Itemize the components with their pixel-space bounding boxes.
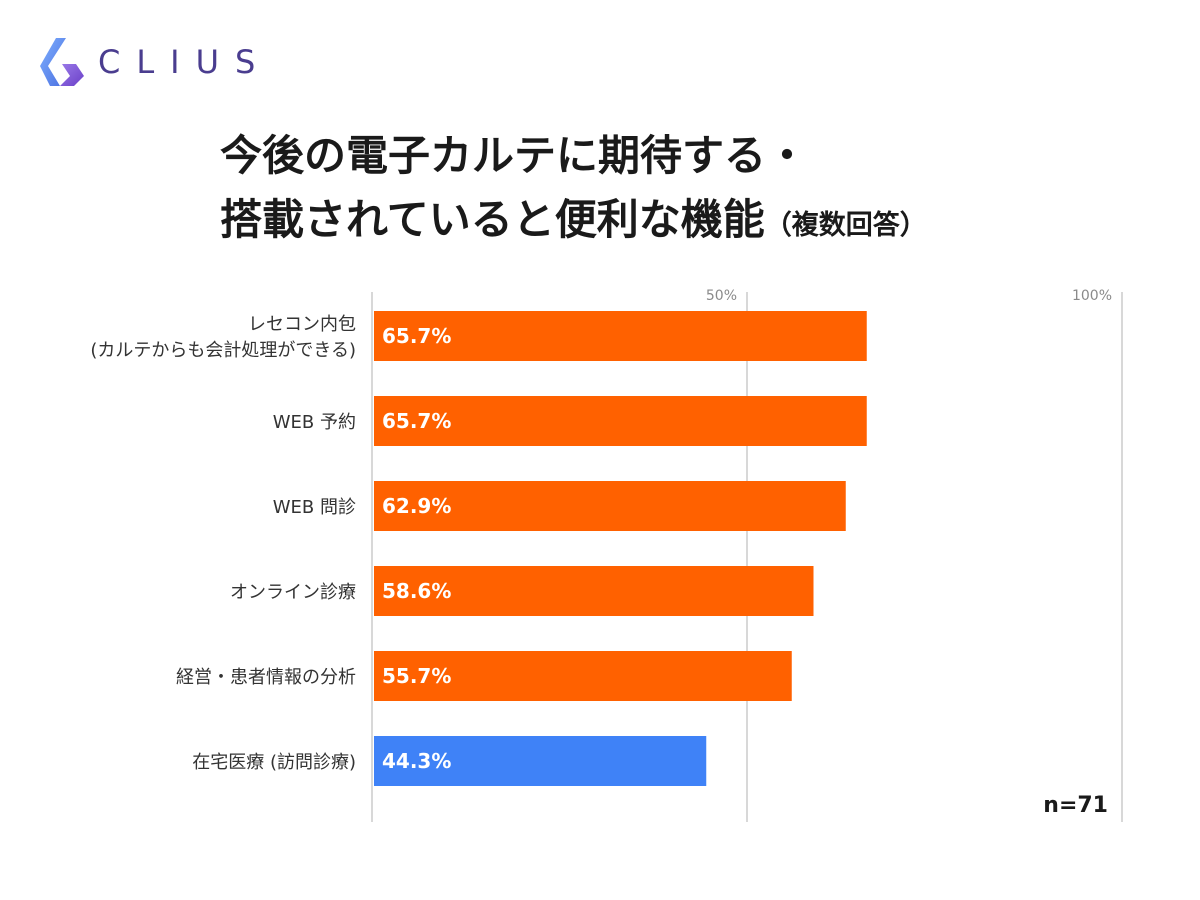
category-label: WEB 予約 xyxy=(273,412,356,433)
chart-title: 今後の電子カルテに期待する・ 搭載されていると便利な機能（複数回答） xyxy=(220,124,1120,258)
clius-logo: CLIUS xyxy=(40,36,271,88)
data-label: 65.7% xyxy=(382,409,451,433)
data-label: 65.7% xyxy=(382,324,451,348)
category-label: WEB 問診 xyxy=(273,497,356,518)
data-label: 44.3% xyxy=(382,749,451,773)
bar xyxy=(374,651,792,701)
category-label: 経営・患者情報の分析 xyxy=(176,667,356,688)
category-label: オンライン診療 xyxy=(230,582,356,603)
bar xyxy=(374,481,846,531)
data-label: 58.6% xyxy=(382,579,451,603)
bar xyxy=(374,396,867,446)
title-note: （複数回答） xyxy=(764,210,927,241)
title-line-2-text: 搭載されていると便利な機能 xyxy=(220,195,765,244)
category-label: レセコン内包 xyxy=(248,314,356,335)
clius-logo-icon xyxy=(40,38,84,86)
category-label: (カルテからも会計処理ができる) xyxy=(90,340,356,361)
title-line-2: 搭載されていると便利な機能（複数回答） xyxy=(220,188,1120,258)
sample-size: n=71 xyxy=(1043,793,1108,818)
bar xyxy=(374,566,814,616)
brand-name: CLIUS xyxy=(98,43,272,81)
tick-label: 100% xyxy=(1072,288,1112,304)
category-label: 在宅医療 (訪問診療) xyxy=(192,752,356,773)
bar xyxy=(374,736,707,786)
data-label: 55.7% xyxy=(382,664,451,688)
title-line-1: 今後の電子カルテに期待する・ xyxy=(220,131,809,180)
tick-label: 50% xyxy=(706,288,737,304)
bar xyxy=(374,311,867,361)
data-label: 62.9% xyxy=(382,494,451,518)
